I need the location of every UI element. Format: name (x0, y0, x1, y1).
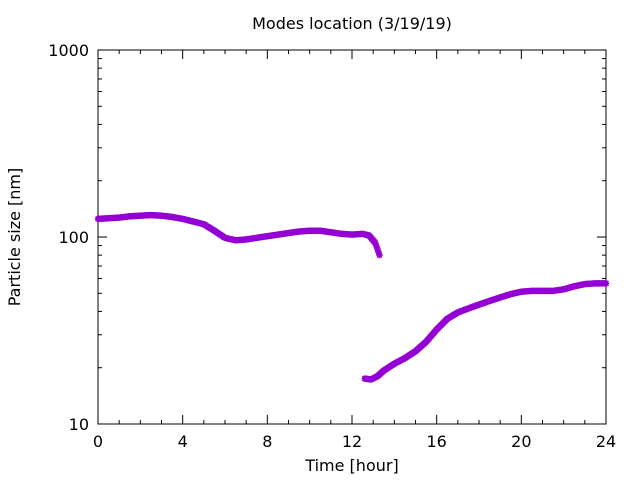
y-tick-label: 10 (69, 415, 89, 434)
x-tick-label: 12 (342, 432, 362, 451)
x-tick-label: 20 (511, 432, 531, 451)
data-point (376, 251, 383, 259)
x-tick-label: 8 (262, 432, 272, 451)
y-tick-label: 100 (58, 228, 89, 247)
y-tick-label: 1000 (48, 41, 89, 60)
chart-title: Modes location (3/19/19) (252, 14, 452, 33)
x-axis: 0 4 8 12 16 20 24 (93, 50, 616, 451)
y-axis: 10 100 1000 (48, 41, 606, 434)
x-tick-label: 4 (178, 432, 188, 451)
x-tick-label: 0 (93, 432, 103, 451)
x-tick-label: 16 (426, 432, 446, 451)
y-axis-label: Particle size [nm] (5, 168, 24, 307)
x-axis-label: Time [hour] (304, 456, 398, 475)
data-points (94, 211, 610, 383)
data-point (602, 280, 610, 287)
x-tick-label: 24 (596, 432, 616, 451)
